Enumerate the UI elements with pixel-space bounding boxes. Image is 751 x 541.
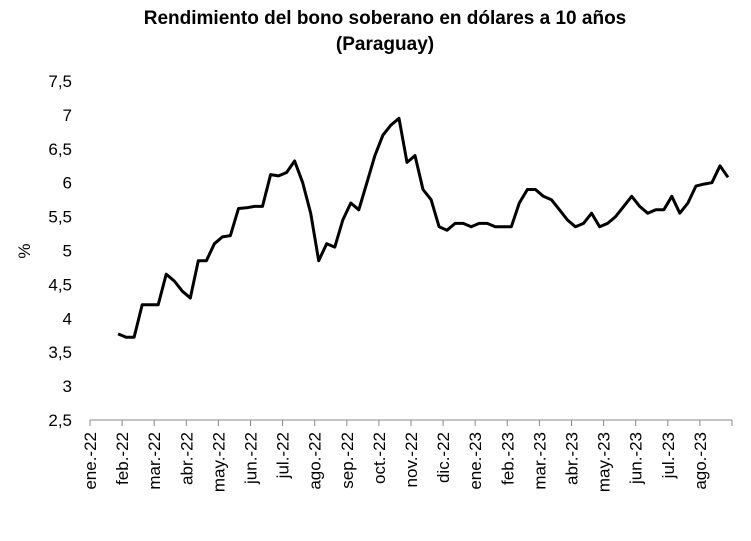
y-tick-label: 6,5 xyxy=(48,140,72,159)
x-tick-label: jul.-23 xyxy=(659,432,678,479)
y-tick-label: 5,5 xyxy=(48,208,72,227)
y-tick-label: 3,5 xyxy=(48,343,72,362)
x-tick-label: mar.-23 xyxy=(530,432,549,490)
x-tick-label: mar.-22 xyxy=(145,432,164,490)
x-tick-label: oct.-22 xyxy=(370,432,389,484)
x-tick-label: abr.-23 xyxy=(563,432,582,485)
x-tick-label: may.-22 xyxy=(209,432,228,492)
y-tick-label: 6 xyxy=(63,174,72,193)
x-tick-label: abr.-22 xyxy=(177,432,196,485)
x-tick-label: ago.-22 xyxy=(306,432,325,490)
series-line xyxy=(117,116,730,339)
x-tick-label: jul.-22 xyxy=(274,432,293,479)
y-tick-label: 7 xyxy=(63,106,72,125)
x-tick-label: dic.-22 xyxy=(434,432,453,483)
y-tick-label: 5 xyxy=(63,242,72,261)
x-tick-label: feb.-23 xyxy=(498,432,517,485)
x-tick-label: jun.-23 xyxy=(627,432,646,485)
y-tick-label: 3 xyxy=(63,377,72,396)
y-tick-label: 4 xyxy=(63,309,72,328)
x-tick-label: sep.-22 xyxy=(338,432,357,489)
x-tick-label: ene.-23 xyxy=(466,432,485,490)
chart-subtitle: (Paraguay) xyxy=(336,34,434,55)
x-tick-label: nov.-22 xyxy=(402,432,421,487)
y-tick-label: 7,5 xyxy=(48,72,72,91)
x-tick-label: ago.-23 xyxy=(691,432,710,490)
x-tick-label: may.-23 xyxy=(595,432,614,492)
x-tick-label: ene.-22 xyxy=(81,432,100,490)
x-tick-label: jun.-22 xyxy=(242,432,261,485)
y-tick-label: 2,5 xyxy=(48,411,72,430)
chart-title: Rendimiento del bono soberano en dólares… xyxy=(144,8,627,29)
x-tick-label: feb.-22 xyxy=(113,432,132,485)
y-tick-label: 4,5 xyxy=(48,275,72,294)
y-axis-label: % xyxy=(15,243,34,258)
